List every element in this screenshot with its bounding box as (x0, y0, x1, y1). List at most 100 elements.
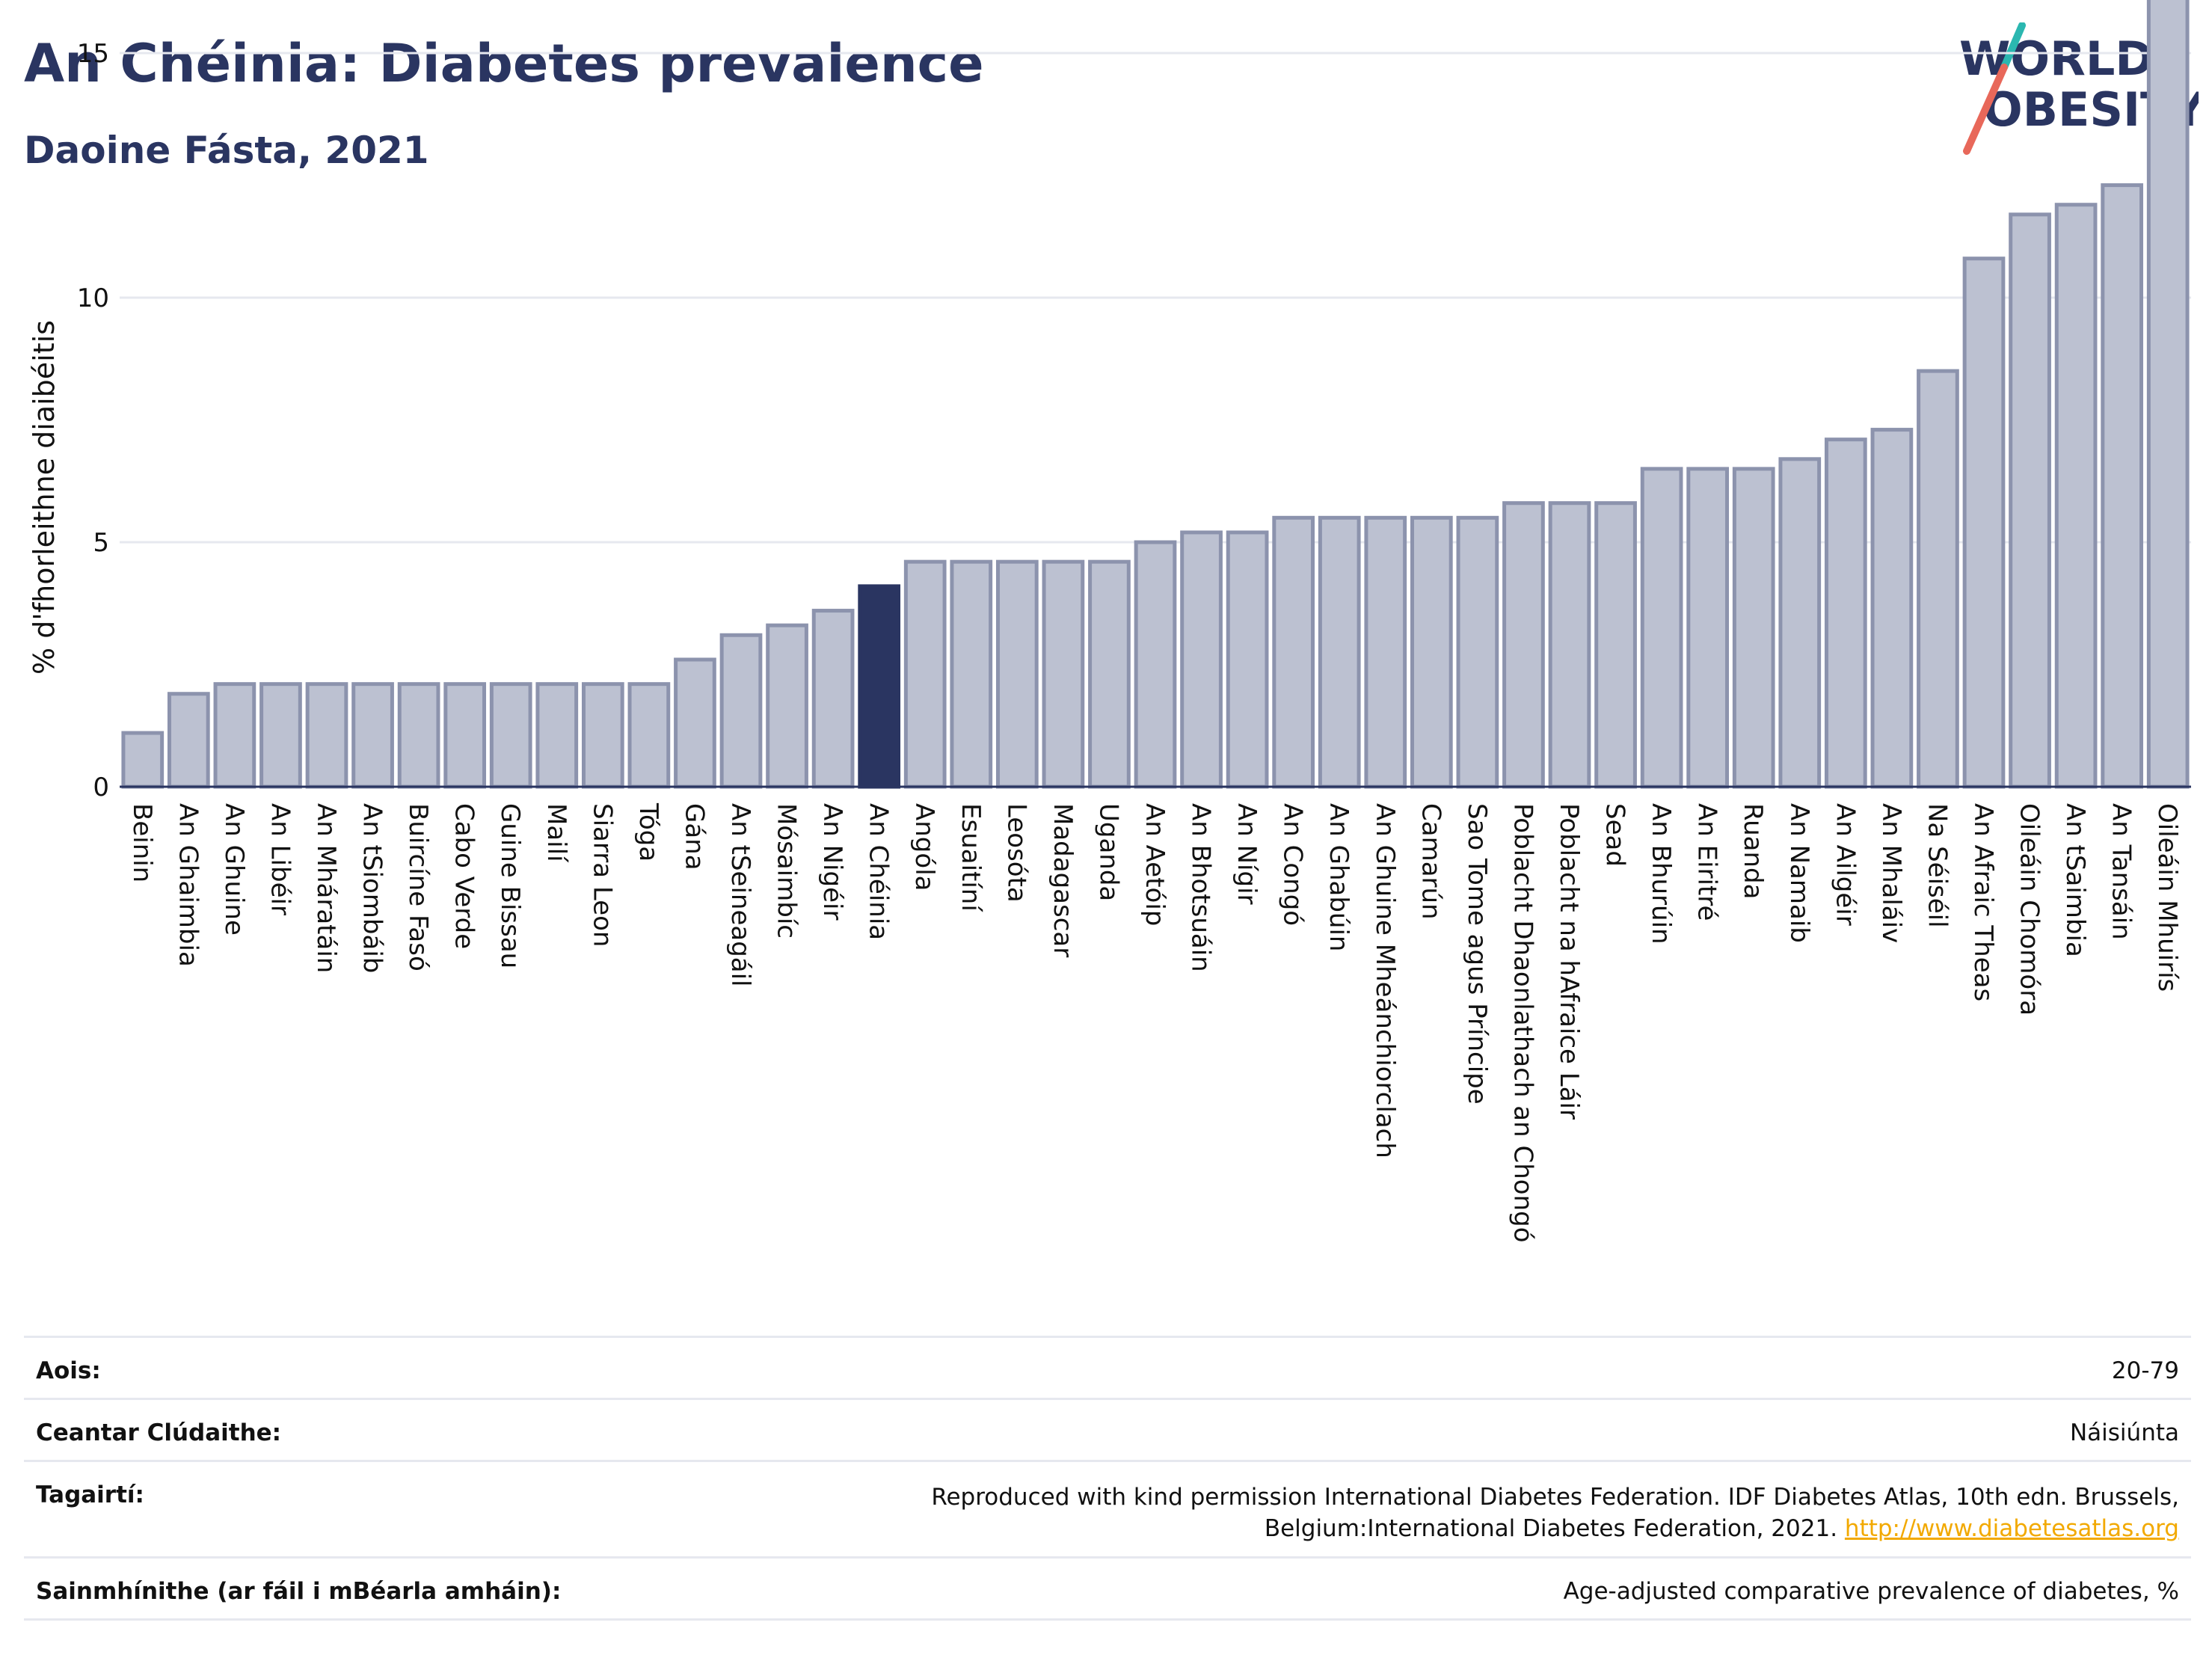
bar (1686, 467, 1730, 789)
x-tick-label: An Chéinia (864, 803, 894, 940)
area-label: Ceantar Clúdaithe: (36, 1419, 282, 1446)
meta-row-area: Ceantar Clúdaithe: Náisiúnta (24, 1398, 2191, 1460)
bar (627, 682, 671, 789)
bar (1456, 515, 1499, 789)
x-tick-label: An Nigéir (817, 803, 847, 920)
bar (2101, 183, 2144, 789)
y-tick-label: 5 (93, 528, 109, 558)
x-axis-ticks: Beinin An Ghaimbia An Ghuine An Libéir An Mh… (127, 802, 2182, 1243)
x-tick-label: Poblacht na hAfraice Láir (1554, 803, 1584, 1120)
bar (443, 682, 487, 789)
x-tick-label: Tóga (633, 802, 663, 862)
bar (581, 682, 624, 789)
meta-row-references: Tagairtí: Reproduced with kind permissio… (24, 1460, 2191, 1556)
metadata-table: Aois: 20-79 Ceantar Clúdaithe: Náisiúnta… (24, 1336, 2191, 1621)
bar (167, 692, 210, 789)
x-tick-label: Leosóta (1001, 803, 1031, 903)
y-axis-label: % d'fhorleithne diaibéitis (28, 320, 61, 675)
definitions-label: Sainmhínithe (ar fáil i mBéarla amháin): (36, 1578, 562, 1605)
x-tick-label: An Bhotsuáin (1186, 803, 1216, 972)
bar (489, 682, 532, 789)
x-tick-label: Oileáin Chomóra (2015, 803, 2044, 1016)
x-tick-label: An Bhurúin (1646, 803, 1676, 945)
bar (397, 682, 440, 789)
x-tick-label: Siarra Leon (587, 803, 617, 947)
bar (1962, 257, 2006, 789)
x-tick-label: An Ghabúin (1324, 803, 1354, 951)
chart-subtitle: Daoine Fásta, 2021 (24, 129, 429, 172)
age-label: Aois: (36, 1357, 101, 1384)
x-tick-label: Ruanda (1738, 803, 1768, 899)
meta-row-definitions: Sainmhínithe (ar fáil i mBéarla amháin):… (24, 1556, 2191, 1621)
bar (858, 584, 901, 789)
logo-text-world: WORLD (1959, 31, 2154, 86)
x-tick-label: Gána (679, 803, 709, 871)
bar (1594, 501, 1637, 789)
x-tick-label: An Ghaimbia (173, 803, 203, 967)
x-tick-label: Buircíne Fasó (403, 803, 433, 971)
y-tick-label: 0 (93, 773, 109, 802)
x-tick-label: Sao Tome agus Príncipe (1462, 803, 1492, 1105)
x-tick-label: An Nígir (1232, 803, 1262, 905)
bar (903, 559, 947, 789)
x-tick-label: An Congó (1278, 803, 1308, 926)
references-link[interactable]: http://www.diabetesatlas.org (1844, 1515, 2179, 1542)
area-value: Náisiúnta (2069, 1419, 2179, 1446)
bar (1088, 559, 1131, 789)
x-tick-label: An tSeineagáil (725, 803, 755, 987)
bar (766, 623, 808, 789)
y-axis-ticks: 05101520 (77, 39, 109, 802)
bar (995, 559, 1039, 789)
bar (259, 682, 302, 789)
x-tick-label: Poblacht Dhaonlathach an Chongó (1508, 803, 1537, 1243)
x-tick-label: An Eiritré (1692, 803, 1722, 921)
references-label: Tagairtí: (36, 1481, 144, 1508)
bar (1778, 457, 1822, 789)
x-tick-label: An Afraic Theas (1968, 803, 1998, 1001)
x-tick-label: An tSiombáib (357, 803, 387, 973)
x-tick-label: Beinin (127, 803, 157, 882)
y-tick-label: 10 (77, 283, 109, 313)
references-text: Reproduced with kind permission Internat… (931, 1484, 2179, 1542)
bar (1548, 501, 1591, 789)
bar (719, 633, 763, 789)
x-tick-label: Oileáin Mhuirís (2152, 803, 2182, 992)
bar (1042, 559, 1085, 789)
y-tick-label: 15 (77, 39, 109, 69)
bar (2054, 203, 2098, 789)
meta-row-age: Aois: 20-79 (24, 1336, 2191, 1398)
x-tick-label: Mósaimbíc (772, 803, 802, 939)
bar (1318, 515, 1361, 789)
bar (1640, 467, 1683, 789)
x-tick-label: An tSaimbia (2060, 803, 2090, 957)
x-tick-label: An Tansáin (2107, 803, 2136, 940)
bar (213, 682, 256, 789)
x-tick-label: An Libéir (265, 803, 295, 915)
x-tick-label: An Ailgéir (1830, 803, 1860, 926)
x-tick-label: Uganda (1093, 803, 1123, 901)
bar (1180, 530, 1223, 789)
bar (1732, 467, 1775, 789)
bar (1917, 369, 1959, 789)
x-tick-label: An Ghuine (219, 803, 249, 936)
x-tick-label: Sead (1600, 803, 1630, 867)
bar (1502, 501, 1545, 789)
x-tick-label: An Namaib (1784, 803, 1814, 943)
bar (351, 682, 394, 789)
references-value: Reproduced with kind permission Internat… (683, 1481, 2179, 1544)
bar (1410, 515, 1453, 789)
chart-title: An Chéinia: Diabetes prevalence (24, 33, 984, 94)
x-tick-label: Cabo Verde (449, 803, 479, 949)
bar (2146, 0, 2190, 789)
x-tick-label: An Mháratáin (311, 803, 341, 973)
x-tick-label: An Ghuine Mheánchiorclach (1370, 803, 1400, 1158)
x-tick-label: Guine Bissau (495, 803, 525, 968)
x-tick-label: Camarún (1416, 803, 1446, 920)
bar (950, 559, 993, 789)
bars (121, 0, 2190, 789)
bar (1272, 515, 1315, 789)
age-value: 20-79 (2111, 1357, 2179, 1384)
bar (1226, 530, 1269, 789)
x-tick-label: Esuaitíní (956, 803, 986, 912)
